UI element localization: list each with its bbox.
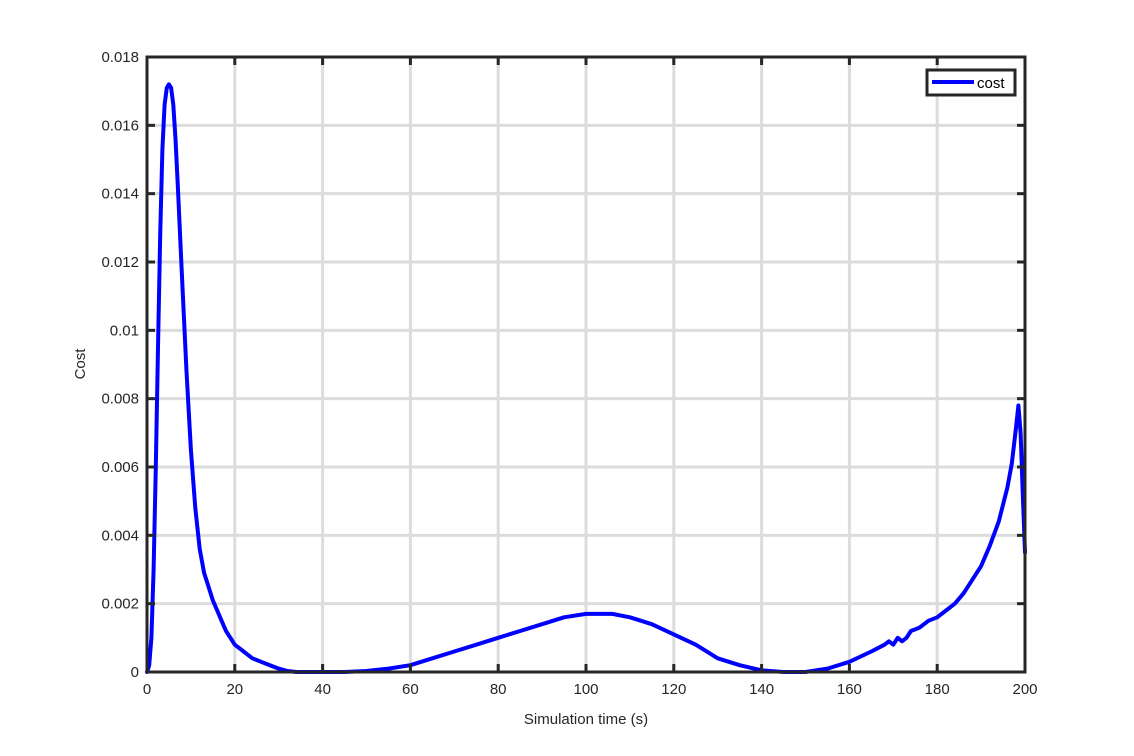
- y-tick-label: 0.002: [101, 596, 139, 613]
- y-tick-label: 0.006: [101, 459, 139, 476]
- legend: cost: [925, 68, 1017, 97]
- x-axis-label: Simulation time (s): [524, 711, 648, 728]
- y-tick-label: 0.016: [101, 117, 139, 134]
- tick-labels: 0 20 40 60 80 100 120 140 160 180 200 0 0.002 0.004 0.…: [101, 49, 1037, 698]
- legend-label: cost: [977, 75, 1005, 92]
- series-line-cost: [145, 82, 1027, 674]
- x-tick-label: 40: [314, 681, 331, 698]
- grid: [147, 57, 1025, 672]
- y-tick-label: 0.004: [101, 527, 139, 544]
- y-tick-label: 0.014: [101, 186, 139, 203]
- y-tick-label: 0.008: [101, 391, 139, 408]
- x-tick-label: 140: [749, 681, 774, 698]
- y-tick-label: 0.01: [110, 322, 139, 339]
- x-tick-label: 100: [573, 681, 598, 698]
- x-tick-label: 60: [402, 681, 419, 698]
- x-tick-label: 180: [925, 681, 950, 698]
- y-tick-label: 0.018: [101, 49, 139, 66]
- x-tick-label: 160: [837, 681, 862, 698]
- x-tick-label: 80: [490, 681, 507, 698]
- series-layer: [145, 82, 1027, 674]
- ticks: [145, 55, 1027, 674]
- x-tick-label: 200: [1012, 681, 1037, 698]
- y-tick-label: 0: [131, 664, 139, 681]
- x-tick-label: 20: [226, 681, 243, 698]
- y-axis-label: Cost: [72, 348, 89, 380]
- x-tick-label: 0: [143, 681, 151, 698]
- y-tick-label: 0.012: [101, 254, 139, 271]
- x-tick-label: 120: [661, 681, 686, 698]
